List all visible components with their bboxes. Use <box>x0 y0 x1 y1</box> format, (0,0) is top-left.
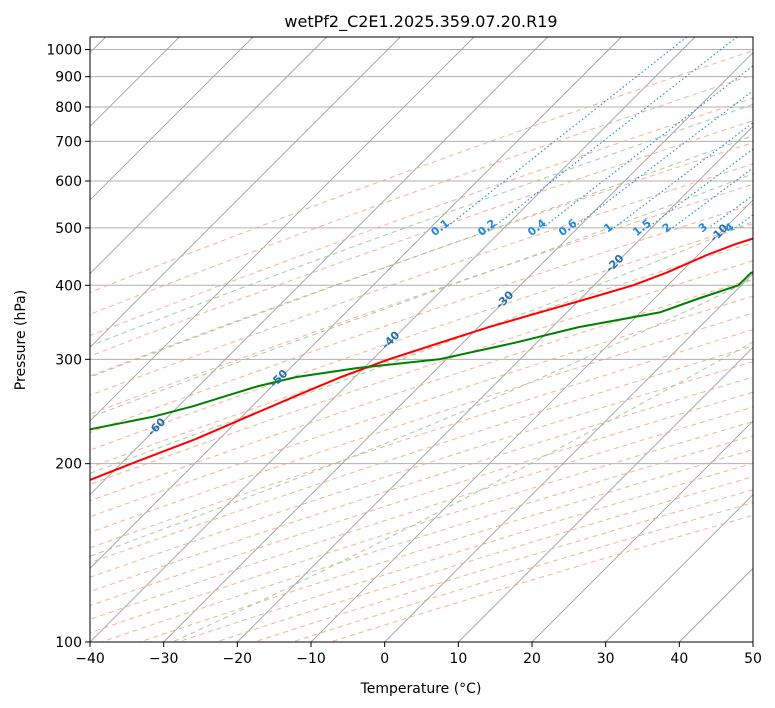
isotherm-line <box>90 37 696 642</box>
dry-adiabat-line <box>330 514 753 642</box>
dry-adiabat-line <box>90 50 753 293</box>
temperature-profile-line <box>90 237 753 481</box>
dry-adiabat-line <box>177 462 753 642</box>
x-tick-label: −20 <box>223 651 253 667</box>
isotherm-line <box>90 37 327 275</box>
y-tick-label: 400 <box>55 278 82 294</box>
isotherm-line <box>531 420 753 642</box>
isobar-gridlines <box>90 49 753 642</box>
mixing-ratio-lines <box>445 37 753 229</box>
moist-adiabat-line <box>90 278 753 557</box>
isotherm-lines <box>90 37 753 642</box>
plot-area: 0.10.20.40.611.52346810131620253036-100-… <box>90 37 753 642</box>
isotherm-line <box>90 37 475 422</box>
dewpoint-profile-line <box>90 271 753 431</box>
isotherm-line <box>458 346 753 642</box>
plot-frame <box>89 36 754 643</box>
profile-series <box>90 237 753 481</box>
dry-adiabat-line <box>90 361 753 578</box>
isotherm-line <box>90 37 548 496</box>
y-tick-label: 200 <box>55 457 82 473</box>
chart-title: wetPf2_C2E1.2025.359.07.20.R19 <box>284 12 557 32</box>
dry-adiabat-line <box>90 97 753 337</box>
mixing-ratio-line <box>445 37 688 229</box>
isotherm-line <box>90 37 254 201</box>
dry-adiabat-line <box>90 223 753 451</box>
isotherm-line <box>237 125 753 642</box>
isotherm-line <box>90 37 622 569</box>
x-axis-ticks: −40 −30 −20 −10 0 10 20 30 40 50 <box>75 642 762 667</box>
dry-adiabat-line <box>101 435 753 642</box>
y-axis-ticks: 100 200 300 400 500 600 700 800 900 1000 <box>46 43 90 651</box>
isotherm-line <box>384 273 753 642</box>
moist-adiabat-line <box>90 220 753 474</box>
y-tick-label: 300 <box>55 352 82 368</box>
y-tick-label: 700 <box>55 134 82 150</box>
y-axis-title: Pressure (hPa) <box>13 290 29 390</box>
dry-adiabat-line <box>90 329 753 549</box>
dry-adiabat-line <box>90 312 753 534</box>
dry-adiabat-line <box>90 295 753 518</box>
y-tick-label: 900 <box>55 70 82 86</box>
isotherm-line <box>605 494 753 642</box>
x-tick-label: 20 <box>523 651 541 667</box>
x-tick-label: −10 <box>296 651 326 667</box>
isotherm-line <box>90 37 401 348</box>
mixing-ratio-line <box>542 65 753 229</box>
x-axis-title: Temperature (°C) <box>360 681 482 697</box>
x-tick-label: 50 <box>744 651 762 667</box>
x-tick-label: −40 <box>75 651 105 667</box>
mixing-ratio-line <box>672 167 753 229</box>
dry-adiabat-line <box>90 421 753 634</box>
x-tick-label: −30 <box>149 651 179 667</box>
y-tick-label: 500 <box>55 221 82 237</box>
x-tick-label: 30 <box>597 651 615 667</box>
dry-adiabat-line <box>90 74 753 315</box>
x-tick-label: 40 <box>670 651 688 667</box>
y-tick-label: 100 <box>55 635 82 651</box>
moist-adiabat-lines <box>90 103 753 642</box>
dry-adiabat-line <box>90 391 753 607</box>
x-tick-label: 10 <box>449 651 467 667</box>
dry-adiabat-line <box>254 489 753 642</box>
dry-adiabat-line <box>90 163 753 396</box>
dry-adiabat-line <box>90 142 753 377</box>
y-tick-label: 1000 <box>46 43 82 59</box>
y-tick-label: 600 <box>55 174 82 190</box>
y-tick-label: 800 <box>55 100 82 116</box>
isotherm-line <box>163 52 753 642</box>
x-tick-label: 0 <box>380 651 389 667</box>
mixing-ratio-line <box>613 122 753 229</box>
